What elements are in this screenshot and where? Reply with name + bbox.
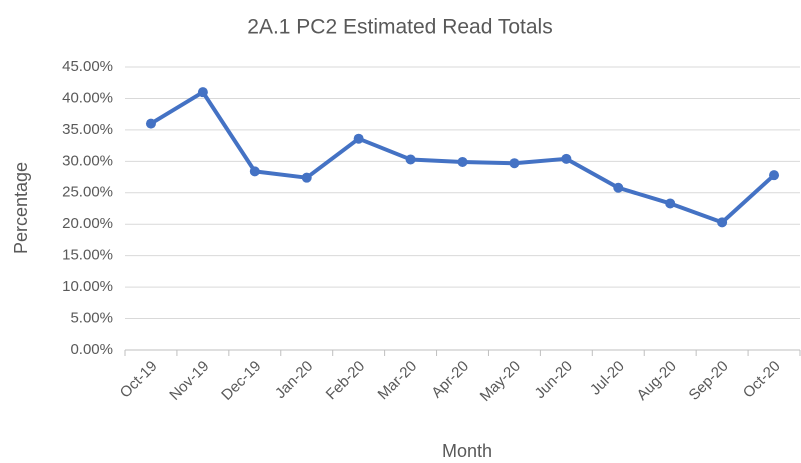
y-tick-label: 25.00%: [62, 184, 113, 201]
marker: [561, 153, 572, 164]
y-tick-label: 40.00%: [62, 89, 113, 106]
marker: [405, 154, 416, 165]
y-tick-label: 20.00%: [62, 215, 113, 232]
marker: [769, 170, 780, 181]
marker: [717, 217, 728, 228]
y-axis-title: Percentage: [11, 162, 31, 254]
y-tick-label: 30.00%: [62, 152, 113, 169]
y-tick-label: 0.00%: [70, 341, 113, 358]
marker: [301, 172, 312, 183]
marker: [509, 158, 520, 169]
marker: [249, 166, 260, 177]
y-tick-label: 45.00%: [62, 58, 113, 75]
y-tick-label: 15.00%: [62, 247, 113, 264]
y-tick-label: 10.00%: [62, 278, 113, 295]
y-tick-label: 35.00%: [62, 121, 113, 138]
chart-title: 2A.1 PC2 Estimated Read Totals: [247, 16, 552, 39]
y-tick-label: 5.00%: [70, 310, 113, 327]
marker: [197, 87, 208, 98]
marker: [665, 198, 676, 209]
marker: [145, 118, 156, 129]
marker: [613, 182, 624, 193]
x-axis-title: Month: [442, 441, 492, 461]
marker: [457, 156, 468, 167]
marker: [353, 133, 364, 144]
